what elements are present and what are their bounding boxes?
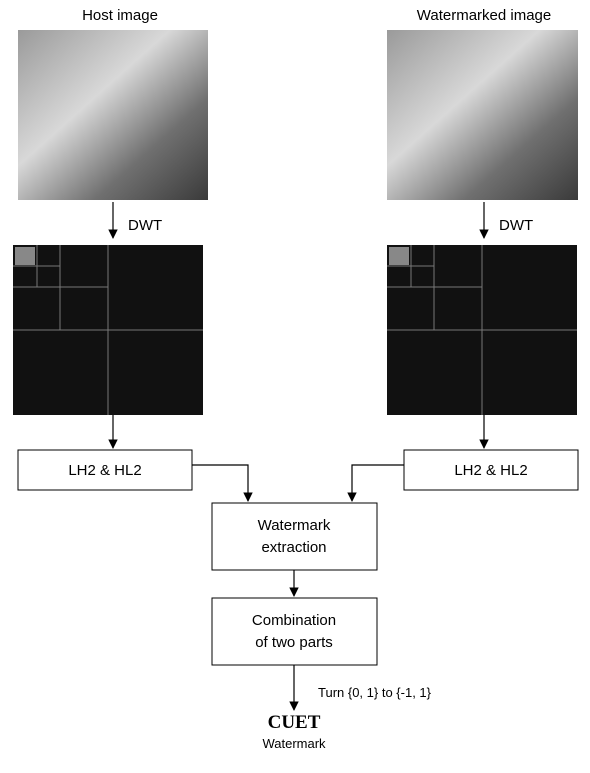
logo-caption: Watermark [262,736,326,751]
arrow [192,464,253,502]
box-label: Combination [252,612,336,629]
box [403,449,579,491]
dwt-image [386,244,578,416]
box-label: LH2 & HL2 [454,462,527,479]
arrow [347,464,404,502]
host-image [18,30,208,200]
box-label: Watermark [258,517,331,534]
turn-label: Turn {0, 1} to {-1, 1} [318,685,432,700]
watermarked-label: Watermarked image [417,7,552,24]
box [211,597,378,666]
box [211,502,378,571]
watermarked-image [387,30,578,200]
dwt-image [12,244,204,416]
dwt-label: DWT [499,217,533,234]
host-label: Host image [82,7,158,24]
box [17,449,193,491]
box-label: extraction [261,539,326,556]
logo: CUET [268,712,321,733]
box-label: LH2 & HL2 [68,462,141,479]
dwt-label: DWT [128,217,162,234]
box-label: of two parts [255,634,333,651]
